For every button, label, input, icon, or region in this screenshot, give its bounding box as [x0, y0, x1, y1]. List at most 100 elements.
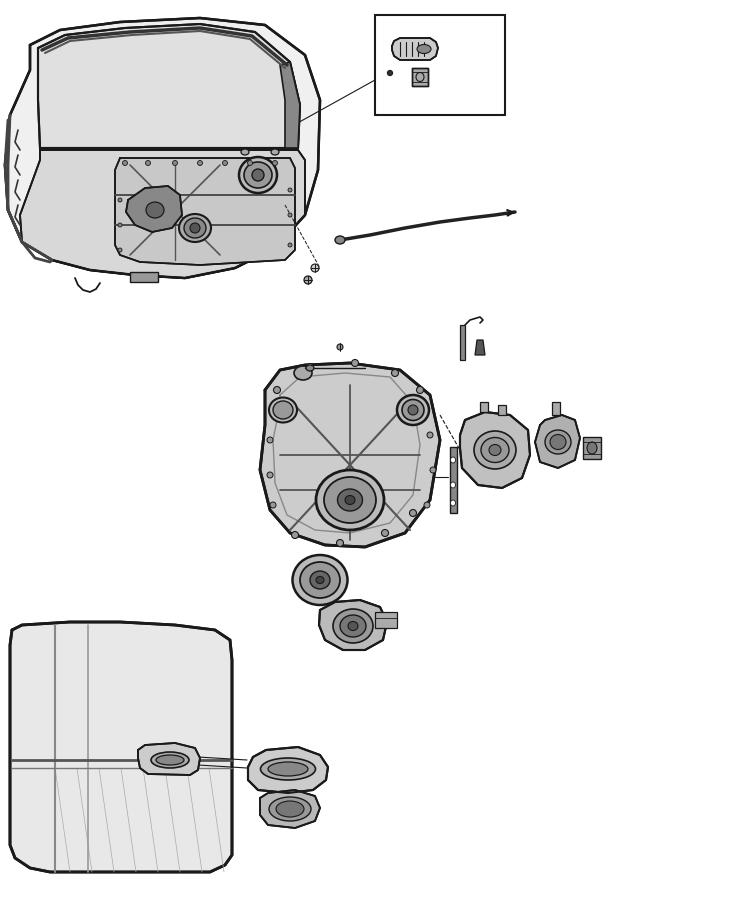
Ellipse shape [316, 470, 384, 530]
Ellipse shape [271, 149, 279, 155]
Ellipse shape [288, 213, 292, 217]
Ellipse shape [267, 437, 273, 443]
Polygon shape [260, 790, 320, 828]
Polygon shape [20, 150, 305, 278]
Ellipse shape [179, 214, 211, 242]
Ellipse shape [489, 445, 501, 455]
Ellipse shape [269, 797, 311, 821]
Polygon shape [412, 68, 428, 86]
Polygon shape [392, 38, 438, 60]
Polygon shape [260, 363, 440, 547]
Polygon shape [498, 405, 506, 415]
Polygon shape [138, 743, 200, 775]
Ellipse shape [337, 489, 362, 511]
Ellipse shape [481, 437, 509, 463]
Ellipse shape [451, 500, 456, 506]
Polygon shape [10, 622, 232, 872]
Ellipse shape [427, 432, 433, 438]
Ellipse shape [273, 386, 281, 393]
Polygon shape [126, 186, 182, 232]
Polygon shape [460, 412, 530, 488]
Bar [375, 15, 505, 115]
Ellipse shape [267, 472, 273, 478]
Ellipse shape [382, 529, 388, 536]
Ellipse shape [336, 539, 344, 546]
Ellipse shape [198, 160, 202, 166]
Ellipse shape [252, 169, 264, 181]
Ellipse shape [300, 562, 340, 598]
Ellipse shape [311, 264, 319, 272]
Ellipse shape [335, 236, 345, 244]
Ellipse shape [408, 405, 418, 415]
Ellipse shape [291, 532, 299, 538]
Ellipse shape [417, 44, 431, 53]
Ellipse shape [337, 344, 343, 350]
Ellipse shape [451, 482, 456, 488]
Polygon shape [5, 18, 320, 278]
Ellipse shape [190, 223, 200, 233]
Ellipse shape [391, 370, 399, 376]
Ellipse shape [276, 801, 304, 817]
Ellipse shape [587, 442, 597, 454]
Ellipse shape [288, 243, 292, 247]
Ellipse shape [118, 198, 122, 202]
Ellipse shape [545, 430, 571, 454]
Polygon shape [38, 24, 300, 148]
Ellipse shape [156, 755, 184, 765]
Polygon shape [319, 600, 387, 650]
Ellipse shape [294, 366, 312, 380]
Ellipse shape [288, 188, 292, 192]
Ellipse shape [146, 202, 164, 218]
Ellipse shape [451, 457, 456, 463]
Ellipse shape [333, 609, 373, 643]
Ellipse shape [324, 477, 376, 523]
Ellipse shape [424, 502, 430, 508]
Ellipse shape [402, 400, 424, 420]
Polygon shape [475, 340, 485, 355]
Polygon shape [450, 447, 457, 513]
Polygon shape [583, 437, 601, 459]
Polygon shape [375, 612, 397, 628]
Ellipse shape [273, 160, 277, 166]
Ellipse shape [241, 149, 249, 155]
Ellipse shape [239, 157, 277, 193]
Polygon shape [460, 325, 465, 360]
Ellipse shape [269, 398, 297, 422]
Ellipse shape [416, 386, 424, 393]
Ellipse shape [304, 276, 312, 284]
Ellipse shape [310, 571, 330, 589]
Polygon shape [535, 415, 580, 468]
Ellipse shape [345, 496, 355, 505]
Ellipse shape [340, 615, 366, 637]
Ellipse shape [151, 752, 189, 768]
Ellipse shape [550, 435, 566, 449]
Ellipse shape [273, 401, 293, 419]
Polygon shape [480, 402, 488, 412]
Polygon shape [552, 402, 560, 415]
Ellipse shape [268, 762, 308, 776]
Ellipse shape [306, 365, 314, 371]
Ellipse shape [307, 364, 313, 371]
Polygon shape [248, 747, 328, 793]
Polygon shape [115, 158, 295, 265]
Ellipse shape [388, 70, 393, 76]
Ellipse shape [261, 758, 316, 780]
Polygon shape [280, 62, 300, 148]
Ellipse shape [351, 359, 359, 366]
Ellipse shape [430, 467, 436, 473]
Ellipse shape [145, 160, 150, 166]
Ellipse shape [247, 160, 253, 166]
Ellipse shape [122, 160, 127, 166]
Ellipse shape [293, 555, 348, 605]
Ellipse shape [474, 431, 516, 469]
Ellipse shape [316, 577, 324, 583]
Ellipse shape [410, 509, 416, 517]
Ellipse shape [244, 162, 272, 188]
Ellipse shape [118, 223, 122, 227]
Polygon shape [130, 272, 158, 282]
Ellipse shape [184, 218, 206, 238]
Ellipse shape [173, 160, 178, 166]
Ellipse shape [118, 248, 122, 252]
Ellipse shape [270, 502, 276, 508]
Ellipse shape [348, 622, 358, 631]
